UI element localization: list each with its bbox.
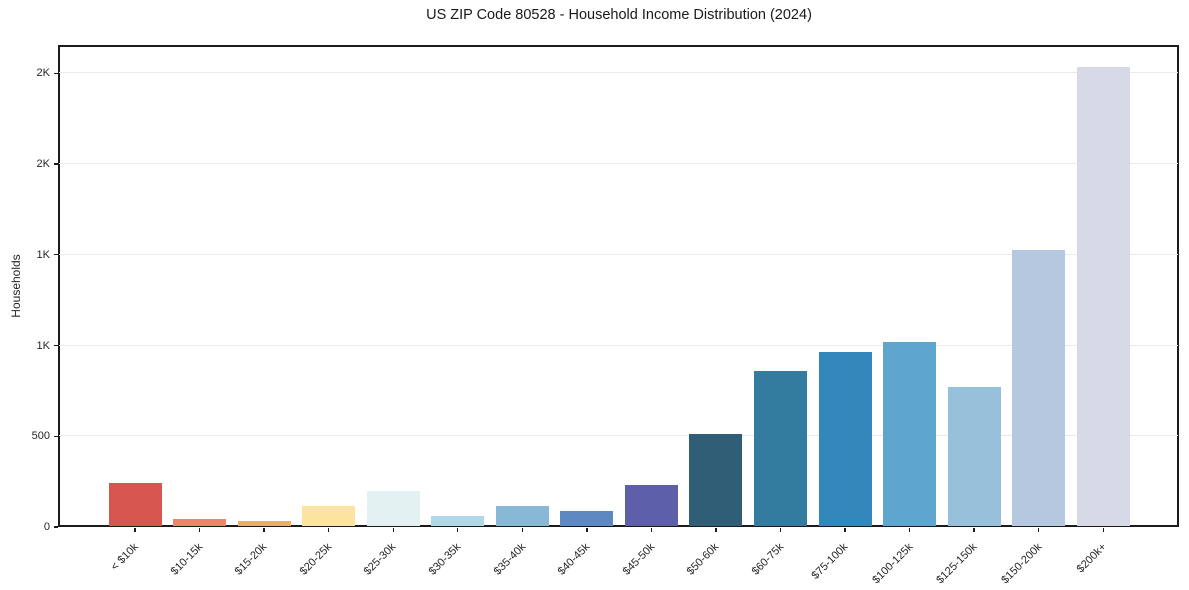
- bar-10-15k: [173, 518, 227, 526]
- bar-125-150k: [947, 387, 1001, 526]
- bar-15-20k: [237, 521, 291, 526]
- x-tick-mark: [908, 528, 911, 532]
- x-tick-label: $25-30k: [362, 541, 399, 578]
- y-axis-label: Households: [9, 254, 23, 318]
- x-tick-label: $40-45k: [555, 541, 593, 578]
- chart-title: US ZIP Code 80528 - Household Income Dis…: [426, 7, 812, 23]
- y-tick-mark: [54, 254, 58, 256]
- x-tick-label: $125-150k: [934, 541, 980, 587]
- y-tick-mark: [54, 163, 58, 165]
- gridline-y-1500: [59, 253, 1178, 255]
- bar-50-60k: [689, 434, 743, 526]
- x-tick-label: $45-50k: [620, 541, 657, 578]
- x-tick-mark: [973, 528, 975, 532]
- x-tick-mark: [521, 528, 523, 532]
- y-tick-mark: [54, 72, 58, 74]
- y-tick-mark: [54, 526, 58, 528]
- x-tick-mark: [586, 528, 588, 532]
- bar-30-35k: [431, 516, 485, 526]
- gridline-y-2500: [59, 72, 1178, 74]
- x-tick-mark: [844, 528, 846, 532]
- bar-100-125k: [883, 341, 937, 526]
- x-tick-label: < $10k: [108, 541, 141, 574]
- axis-spine-top: [58, 45, 1179, 47]
- x-tick-label: $15-20k: [232, 541, 270, 578]
- bar-10k: [108, 483, 162, 526]
- y-tick-label: 2K: [36, 158, 50, 171]
- x-tick-mark: [198, 528, 201, 532]
- y-tick-label: 1K: [36, 248, 50, 261]
- bar-20-25k: [302, 506, 356, 526]
- bar-200k: [1076, 66, 1130, 526]
- gridline-y-1000: [59, 344, 1178, 346]
- x-tick-mark: [650, 528, 653, 532]
- y-tick-mark: [54, 435, 58, 437]
- y-tick-mark: [54, 344, 58, 347]
- x-tick-mark: [134, 528, 136, 532]
- bar-40-45k: [560, 510, 614, 526]
- x-tick-label: $10-15k: [168, 541, 206, 578]
- x-tick-mark: [715, 528, 717, 532]
- x-tick-label: $35-40k: [491, 541, 528, 578]
- x-tick-mark: [327, 528, 330, 532]
- plot-area: [58, 45, 1179, 527]
- y-tick-label: 2K: [36, 67, 50, 80]
- x-tick-label: $20-25k: [297, 541, 335, 578]
- x-tick-label: $50-60k: [684, 541, 722, 578]
- x-tick-mark: [1102, 528, 1104, 532]
- x-tick-label: $75-100k: [809, 541, 851, 582]
- x-tick-mark: [263, 528, 265, 532]
- bar-150-200k: [1012, 250, 1066, 526]
- x-tick-mark: [392, 528, 394, 532]
- x-tick-label: $100-125k: [869, 541, 916, 587]
- x-tick-mark: [1038, 528, 1040, 532]
- x-tick-mark: [457, 528, 459, 532]
- bar-35-40k: [495, 506, 549, 526]
- x-tick-label: $30-35k: [426, 541, 464, 578]
- axis-spine-right: [1177, 45, 1179, 527]
- axis-spine-left: [58, 45, 60, 527]
- x-tick-label: $150-200k: [998, 541, 1045, 587]
- x-tick-mark: [779, 528, 782, 532]
- y-tick-label: 0: [43, 521, 50, 533]
- x-tick-label: $60-75k: [749, 541, 786, 578]
- axis-spine-bottom: [58, 525, 1179, 527]
- y-tick-label: 1K: [36, 339, 50, 352]
- bar-60-75k: [754, 370, 807, 526]
- gridline-y-500: [59, 435, 1178, 437]
- bar-75-100k: [818, 351, 872, 526]
- x-tick-label: $200k+: [1074, 541, 1109, 576]
- gridline-y-2000: [59, 163, 1178, 165]
- y-tick-label: 500: [31, 430, 50, 443]
- bar-45-50k: [624, 485, 678, 526]
- bar-25-30k: [366, 490, 420, 526]
